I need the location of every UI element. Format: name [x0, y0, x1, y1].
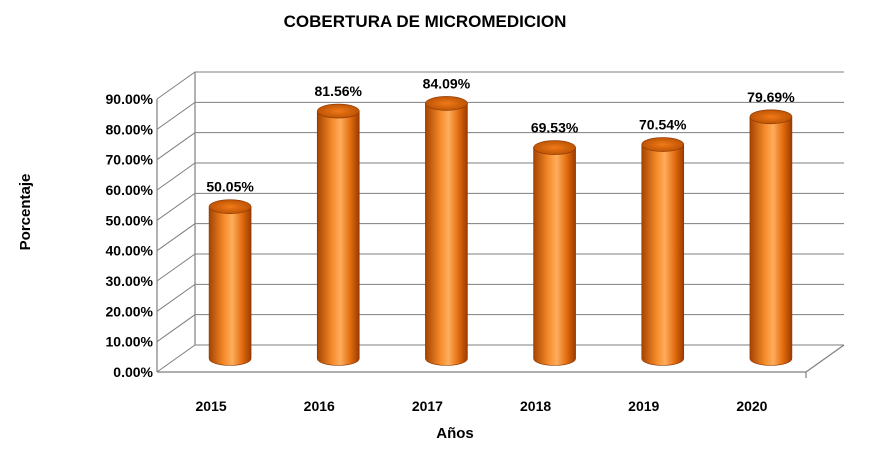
data-label: 84.09%	[423, 75, 471, 91]
x-tick-label: 2020	[736, 398, 767, 414]
y-tick-label: 40.00%	[106, 243, 154, 259]
gridline	[156, 101, 844, 130]
y-tick-label: 10.00%	[106, 334, 154, 350]
y-tick-label: 20.00%	[106, 303, 154, 319]
data-label: 70.54%	[639, 117, 687, 133]
y-axis-ticks: 0.00% 10.00% 20.00% 30.00% 40.00% 50.00% 60.00…	[106, 91, 154, 380]
data-label: 79.69%	[747, 89, 795, 105]
bars	[208, 96, 793, 366]
bar-body	[316, 110, 360, 366]
y-tick-label: 50.00%	[106, 212, 154, 228]
gridlines	[156, 71, 844, 373]
y-tick-label: 90.00%	[106, 91, 154, 107]
bar-2017	[425, 96, 468, 366]
bar-top	[641, 137, 685, 152]
x-tick-label: 2016	[304, 398, 335, 414]
y-tick-label: 0.00%	[113, 364, 153, 380]
bar-body	[425, 103, 468, 366]
data-label: 81.56%	[315, 83, 363, 99]
bar-top	[425, 96, 468, 111]
bar-2020	[749, 109, 793, 366]
bar-2015	[208, 199, 252, 366]
gridline	[156, 253, 844, 282]
bar-body	[208, 206, 252, 366]
gridline	[156, 71, 844, 100]
y-tick-label: 70.00%	[106, 152, 154, 168]
gridline	[156, 344, 844, 373]
data-label: 50.05%	[206, 179, 254, 195]
gridline	[156, 223, 844, 252]
chart-title: COBERTURA DE MICROMEDICION	[284, 12, 567, 31]
y-tick-label: 80.00%	[106, 121, 154, 137]
bar-top	[208, 199, 252, 214]
floor-edge	[157, 344, 845, 373]
x-tick-label: 2017	[412, 398, 443, 414]
x-tick-label: 2019	[628, 398, 659, 414]
x-axis-label: Años	[436, 425, 474, 442]
x-tick-label: 2018	[520, 398, 551, 414]
bar-body	[749, 116, 793, 366]
bar-body	[641, 144, 685, 366]
bar-top	[749, 109, 793, 125]
y-axis-label: Porcentaje	[17, 174, 34, 251]
plot-frame	[156, 72, 845, 378]
gridline	[156, 283, 844, 312]
bar-2016	[316, 103, 360, 366]
gridline	[156, 192, 844, 221]
x-axis-ticks: 2015 2016 2017 2018 2019 2020	[196, 398, 768, 414]
gridline	[156, 162, 844, 191]
data-labels: 50.05% 81.56% 84.09% 69.53% 70.54% 79.69%	[206, 75, 795, 194]
bar-top	[316, 103, 360, 119]
x-tick-label: 2015	[196, 398, 227, 414]
bar-body	[533, 147, 576, 366]
y-tick-label: 60.00%	[106, 182, 154, 198]
bar-2019	[641, 137, 685, 366]
bar-2018	[533, 140, 576, 366]
gridline	[156, 314, 844, 343]
data-label: 69.53%	[531, 120, 579, 136]
bar-top	[533, 140, 576, 155]
y-tick-label: 30.00%	[106, 273, 154, 289]
gridline	[156, 132, 844, 161]
